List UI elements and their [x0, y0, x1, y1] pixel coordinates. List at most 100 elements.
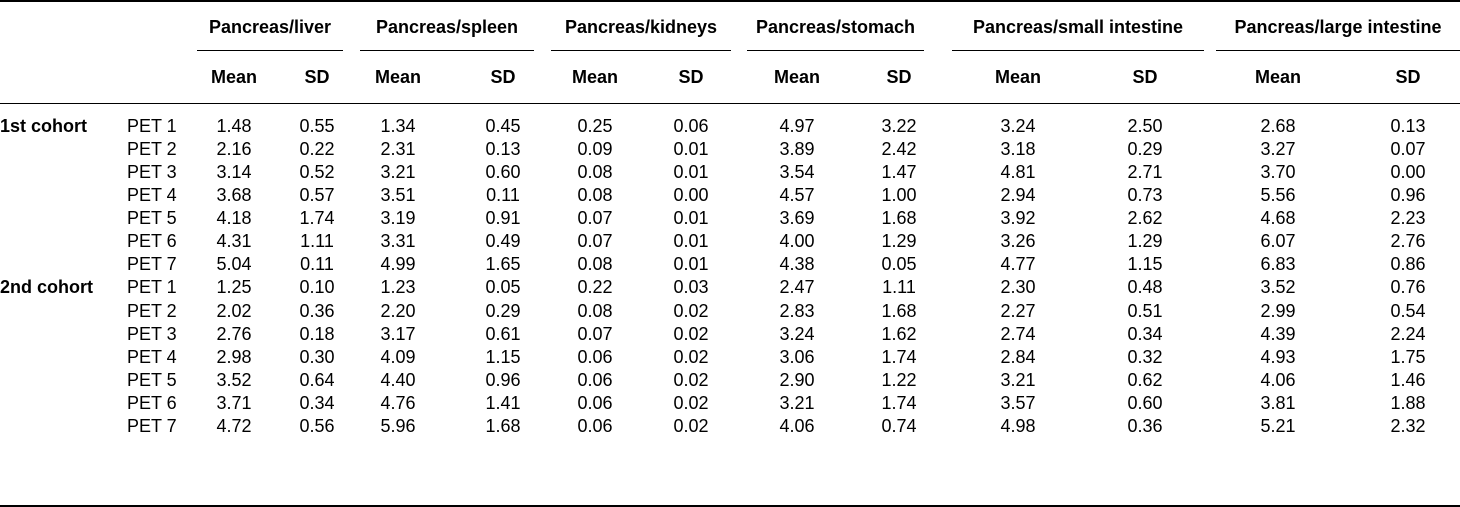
- table-cell: 0.02: [673, 393, 709, 413]
- table-cell: 0.36: [1127, 416, 1163, 436]
- table-cell: 3.70: [1260, 162, 1296, 182]
- table-cell: 0.13: [1390, 116, 1426, 136]
- table-cell: 2.20: [380, 301, 416, 321]
- table-cell: 0.45: [485, 116, 521, 136]
- table-cell: 4.93: [1260, 347, 1296, 367]
- pet-label: PET 3: [127, 324, 177, 344]
- table-cell: 2.94: [1000, 185, 1036, 205]
- table-cell: 0.01: [673, 208, 709, 228]
- mean-header: Mean: [1254, 67, 1302, 87]
- table-cell: 1.65: [485, 254, 521, 274]
- table-cell: 1.41: [485, 393, 521, 413]
- table-cell: 0.64: [299, 370, 335, 390]
- table-cell: 1.47: [881, 162, 917, 182]
- sd-header: SD: [678, 67, 704, 87]
- table-cell: 2.76: [1390, 231, 1426, 251]
- table-cell: 0.55: [299, 116, 335, 136]
- table-cell: 4.99: [380, 254, 416, 274]
- table-cell: 3.57: [1000, 393, 1036, 413]
- table-rule: [0, 505, 1460, 507]
- table-cell: 5.56: [1260, 185, 1296, 205]
- table-cell: 0.74: [881, 416, 917, 436]
- table-cell: 0.76: [1390, 277, 1426, 297]
- table-cell: 0.08: [577, 254, 613, 274]
- table-cell: 0.73: [1127, 185, 1163, 205]
- table-cell: 2.47: [779, 277, 815, 297]
- table-cell: 5.04: [216, 254, 252, 274]
- table-cell: 0.06: [577, 416, 613, 436]
- table-cell: 3.52: [1260, 277, 1296, 297]
- table-cell: 2.68: [1260, 116, 1296, 136]
- table-cell: 4.38: [779, 254, 815, 274]
- table-cell: 0.00: [673, 185, 709, 205]
- table-cell: 0.09: [577, 139, 613, 159]
- table-cell: 4.40: [380, 370, 416, 390]
- table-cell: 0.34: [1127, 324, 1163, 344]
- table-cell: 1.25: [216, 277, 252, 297]
- table-cell: 0.54: [1390, 301, 1426, 321]
- table-cell: 0.60: [485, 162, 521, 182]
- pet-label: PET 3: [127, 162, 177, 182]
- table-cell: 1.15: [1127, 254, 1163, 274]
- table-cell: 2.84: [1000, 347, 1036, 367]
- table-cell: 1.23: [380, 277, 416, 297]
- table-cell: 3.21: [779, 393, 815, 413]
- table-cell: 1.48: [216, 116, 252, 136]
- table-cell: 2.90: [779, 370, 815, 390]
- table-cell: 2.32: [1390, 416, 1426, 436]
- cohort-label: 1st cohort: [0, 116, 88, 136]
- table-rule: [0, 103, 1460, 104]
- table-cell: 6.83: [1260, 254, 1296, 274]
- group-header: Pancreas/kidneys: [564, 17, 718, 37]
- table-cell: 0.01: [673, 231, 709, 251]
- table-cell: 0.06: [577, 347, 613, 367]
- table-cell: 2.76: [216, 324, 252, 344]
- pet-label: PET 4: [127, 185, 177, 205]
- table-cell: 0.96: [1390, 185, 1426, 205]
- table-cell: 0.18: [299, 324, 335, 344]
- group-header: Pancreas/large intestine: [1234, 17, 1442, 37]
- table-cell: 2.99: [1260, 301, 1296, 321]
- table-cell: 3.89: [779, 139, 815, 159]
- table-cell: 4.97: [779, 116, 815, 136]
- table-cell: 0.01: [673, 254, 709, 274]
- table-cell: 1.62: [881, 324, 917, 344]
- table-cell: 0.07: [1390, 139, 1426, 159]
- pet-label: PET 1: [127, 277, 177, 297]
- sd-header: SD: [1132, 67, 1158, 87]
- table-cell: 5.96: [380, 416, 416, 436]
- table-cell: 3.54: [779, 162, 815, 182]
- table-cell: 3.24: [779, 324, 815, 344]
- group-underline: [360, 50, 534, 51]
- table-cell: 0.02: [673, 370, 709, 390]
- mean-header: Mean: [374, 67, 422, 87]
- table-cell: 0.91: [485, 208, 521, 228]
- pet-label: PET 6: [127, 231, 177, 251]
- group-header: Pancreas/spleen: [375, 17, 519, 37]
- pet-label: PET 5: [127, 370, 177, 390]
- table-cell: 4.00: [779, 231, 815, 251]
- table-cell: 4.06: [1260, 370, 1296, 390]
- table-cell: 3.81: [1260, 393, 1296, 413]
- table-cell: 0.96: [485, 370, 521, 390]
- table-cell: 0.25: [577, 116, 613, 136]
- table-cell: 2.16: [216, 139, 252, 159]
- table-cell: 4.72: [216, 416, 252, 436]
- table-cell: 1.11: [882, 277, 916, 297]
- table-cell: 0.06: [577, 393, 613, 413]
- table-cell: 2.98: [216, 347, 252, 367]
- table-cell: 4.76: [380, 393, 416, 413]
- table-cell: 2.30: [1000, 277, 1036, 297]
- table-cell: 3.17: [380, 324, 416, 344]
- table-cell: 0.29: [1127, 139, 1163, 159]
- table-cell: 0.07: [577, 324, 613, 344]
- pet-label: PET 1: [127, 116, 177, 136]
- group-underline: [747, 50, 924, 51]
- table-cell: 2.62: [1127, 208, 1163, 228]
- table-cell: 0.60: [1127, 393, 1163, 413]
- table-cell: 0.08: [577, 301, 613, 321]
- table-cell: 0.01: [673, 139, 709, 159]
- table-cell: 0.02: [673, 324, 709, 344]
- table-cell: 1.29: [881, 231, 917, 251]
- table-cell: 2.50: [1127, 116, 1163, 136]
